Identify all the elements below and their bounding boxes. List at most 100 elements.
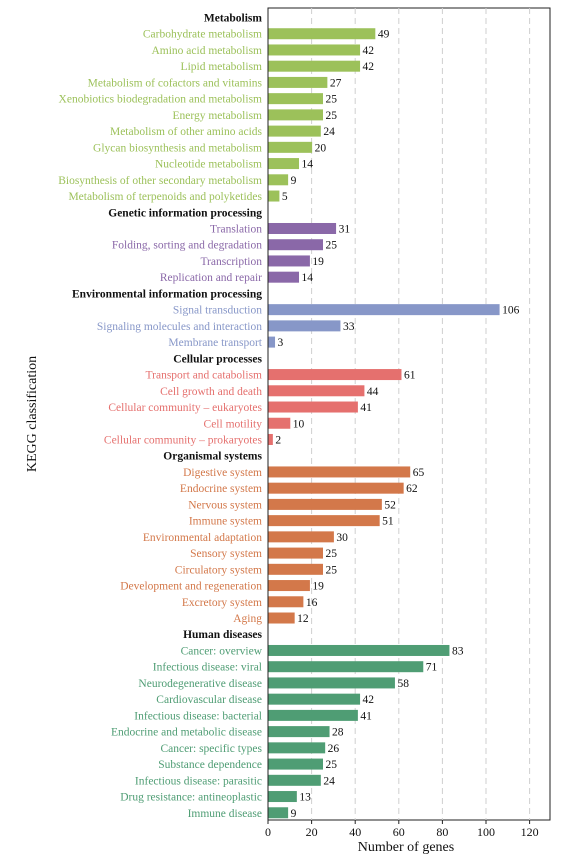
bar: [268, 515, 380, 527]
category-label: Amino acid metabolism: [151, 45, 262, 57]
category-label: Cancer: specific types: [160, 743, 262, 755]
x-tick-label: 80: [436, 825, 448, 839]
bar: [268, 44, 361, 56]
bar-value-label: 27: [330, 77, 342, 89]
bar: [268, 580, 310, 592]
bar-value-label: 3: [278, 337, 284, 349]
category-label: Xenobiotics biodegradation and metabolis…: [59, 94, 262, 106]
bar-value-label: 28: [332, 727, 344, 739]
bar-value-label: 10: [293, 418, 305, 430]
x-axis-title: Number of genes: [358, 840, 454, 855]
group-header: Metabolism: [204, 13, 263, 25]
bar: [268, 466, 411, 478]
bar: [268, 239, 323, 251]
group-header: Environmental information processing: [72, 288, 262, 300]
bar: [268, 742, 326, 754]
plot-frame: [267, 7, 551, 821]
bar-value-label: 62: [406, 483, 418, 495]
bar-value-label: 25: [326, 110, 338, 122]
bar-value-label: 30: [336, 532, 348, 544]
bar: [268, 190, 280, 202]
category-label: Immune system: [189, 516, 262, 528]
bar: [268, 28, 376, 40]
group-header: Genetic information processing: [108, 207, 262, 219]
bar: [268, 271, 300, 283]
category-label: Lipid metabolism: [181, 61, 263, 73]
bar-value-label: 16: [306, 597, 318, 609]
bar-value-label: 5: [282, 191, 288, 203]
category-labels-layer: Metabolism 49 Carbohydrate metabolism 42 Ami…: [58, 13, 519, 820]
bar-value-label: 44: [367, 386, 379, 398]
group-header: Human diseases: [183, 629, 262, 641]
category-label: Endocrine system: [180, 483, 262, 495]
bar-value-label: 19: [312, 581, 324, 593]
category-label: Circulatory system: [175, 564, 262, 576]
group-header: Organismal systems: [163, 451, 262, 463]
bar-value-label: 26: [328, 743, 340, 755]
bar-value-label: 14: [302, 272, 314, 284]
bar-value-label: 31: [339, 223, 351, 235]
y-axis-title: KEGG classification: [25, 356, 40, 472]
category-label: Metabolism of terpenoids and polyketides: [68, 191, 262, 203]
bar: [268, 141, 313, 153]
category-label: Transcription: [200, 256, 262, 268]
bar-value-label: 20: [315, 142, 327, 154]
bar: [268, 158, 300, 170]
bar-value-label: 42: [363, 45, 375, 57]
category-label: Membrane transport: [168, 337, 262, 349]
bar-value-label: 25: [326, 240, 338, 252]
bar-value-label: 58: [397, 678, 409, 690]
bar-value-label: 33: [343, 321, 355, 333]
group-header: Cellular processes: [173, 353, 262, 365]
category-label: Sensory system: [190, 548, 262, 560]
bar: [268, 401, 358, 413]
bar: [268, 726, 330, 738]
bar-value-label: 106: [502, 305, 519, 317]
bar: [268, 807, 289, 819]
bar: [268, 174, 289, 186]
category-label: Immune disease: [188, 808, 262, 820]
bar: [268, 255, 310, 267]
bar: [268, 498, 382, 510]
bar: [268, 482, 404, 494]
bar-value-label: 52: [384, 499, 396, 511]
bar: [268, 320, 341, 332]
category-label: Glycan biosynthesis and metabolism: [93, 142, 262, 154]
category-label: Folding, sorting and degradation: [112, 240, 262, 252]
bar: [268, 774, 321, 786]
bar-value-label: 41: [360, 402, 372, 414]
bar-value-label: 14: [302, 159, 314, 171]
bar-value-label: 24: [323, 126, 335, 138]
x-tick-label: 100: [477, 825, 495, 839]
category-label: Infectious disease: viral: [153, 662, 262, 674]
category-label: Substance dependence: [158, 759, 262, 771]
bar-value-label: 49: [378, 29, 390, 41]
bar: [268, 531, 334, 543]
bar: [268, 758, 323, 770]
bar: [268, 417, 291, 429]
bar: [268, 433, 273, 445]
category-label: Cardiovascular disease: [156, 694, 262, 706]
category-label: Infectious disease: bacterial: [134, 710, 262, 722]
category-label: Carbohydrate metabolism: [143, 29, 262, 41]
bar-value-label: 83: [452, 645, 464, 657]
bar: [268, 385, 365, 397]
category-label: Cancer: overview: [181, 645, 263, 657]
x-tick-label: 20: [306, 825, 318, 839]
bar: [268, 369, 402, 381]
bar: [268, 612, 295, 624]
bar-value-label: 51: [382, 516, 394, 528]
bar: [268, 563, 323, 575]
category-label: Cellular community – eukaryotes: [108, 402, 262, 414]
x-tick-label: 40: [349, 825, 361, 839]
bar-value-label: 9: [291, 175, 297, 187]
category-label: Cell growth and death: [160, 386, 262, 398]
category-label: Translation: [210, 223, 262, 235]
bar-value-label: 24: [323, 775, 335, 787]
category-label: Digestive system: [183, 467, 262, 479]
bar: [268, 709, 358, 721]
bar-value-label: 42: [363, 61, 375, 73]
bar-value-label: 2: [275, 434, 281, 446]
category-label: Energy metabolism: [172, 110, 262, 122]
category-label: Signal transduction: [173, 305, 262, 317]
